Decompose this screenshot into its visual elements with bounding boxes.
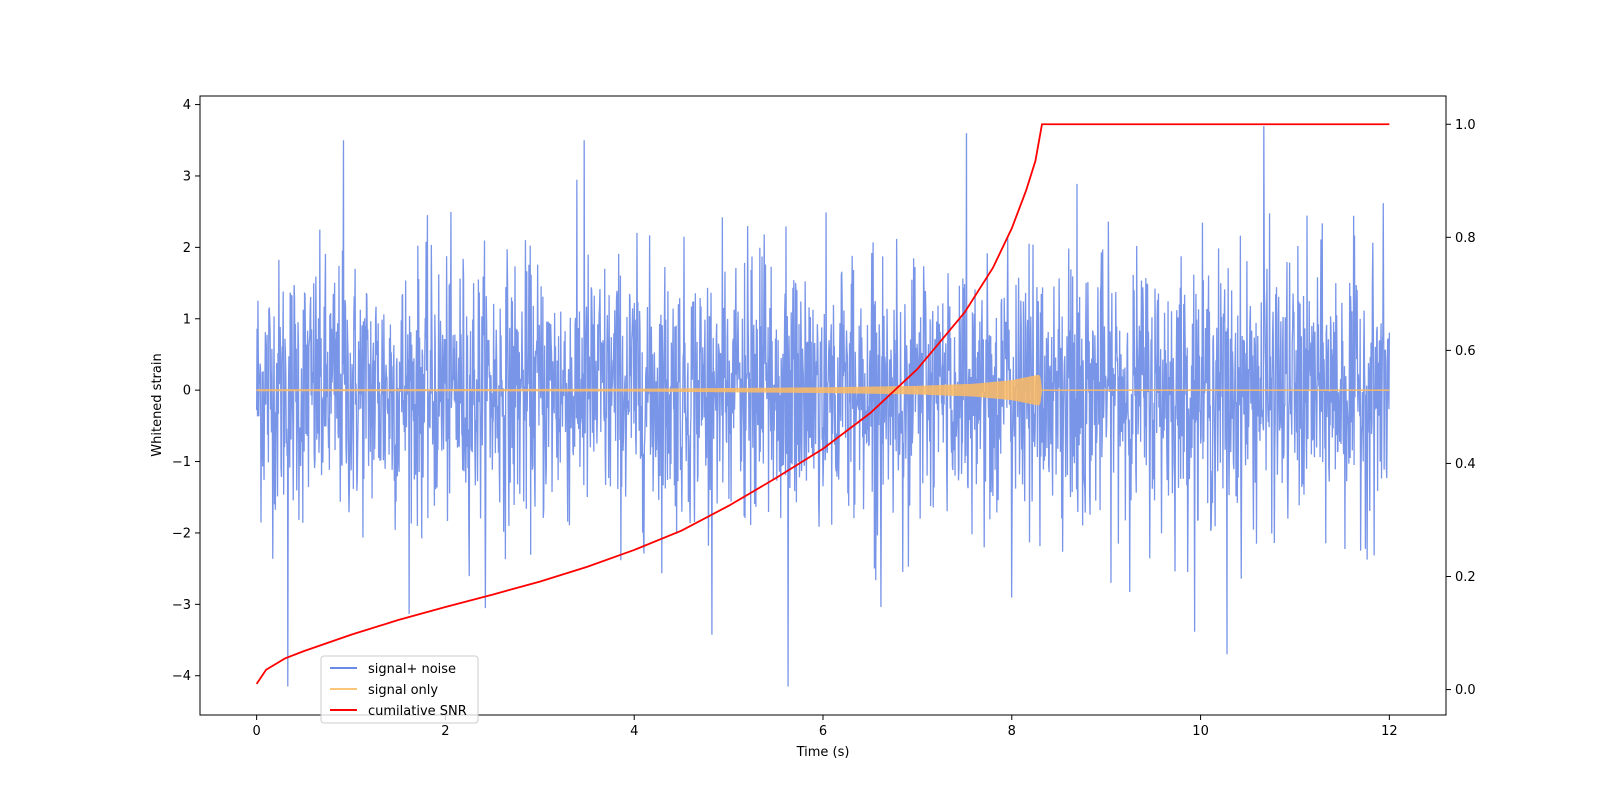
y-tick-label: 2 [183,241,191,256]
y2-tick-label: 0.8 [1455,231,1476,246]
x-tick-label: 12 [1381,724,1398,739]
x-tick-label: 6 [819,724,827,739]
y-tick-label: 0 [183,384,191,399]
y-tick-label: −3 [172,598,191,613]
series-signal-noise-line [255,125,1391,687]
y2-tick-label: 0.0 [1455,683,1476,698]
x-tick-label: 0 [252,724,260,739]
legend: signal+ noise signal only cumilative SNR [320,655,479,724]
y-tick-label: −1 [172,455,191,470]
y-tick-label: −2 [172,526,191,541]
y-tick-label: 4 [183,98,191,113]
x-tick-label: 10 [1192,724,1209,739]
y2-tick-label: 0.2 [1455,570,1476,585]
y2-tick-label: 0.4 [1455,457,1476,472]
x-tick-label: 8 [1008,724,1016,739]
y-tick-label: −4 [172,669,191,684]
legend-label: cumilative SNR [368,704,467,719]
legend-label: signal only [368,683,438,698]
y-axis-left: −4 −3 −2 −1 0 1 2 3 4 [172,98,200,684]
series-signal-only-band [256,374,1042,406]
legend-box [320,655,479,724]
series-layer [255,123,1391,687]
y2-tick-label: 1.0 [1455,118,1476,133]
legend-entries: signal+ noise signal only cumilative SNR [330,662,467,719]
y-axis-right: 0.0 0.2 0.4 0.6 0.8 1.0 [1446,118,1476,698]
y-tick-label: 3 [183,169,191,184]
y2-tick-label: 0.6 [1455,344,1476,359]
x-axis-label: Time (s) [796,745,850,760]
x-tick-label: 2 [441,724,449,739]
y-axis-label: Whitened strain [150,353,165,456]
series-cumulative-snr-line [255,123,1390,685]
legend-label: signal+ noise [368,662,456,677]
x-tick-label: 4 [630,724,638,739]
y-tick-label: 1 [183,312,191,327]
